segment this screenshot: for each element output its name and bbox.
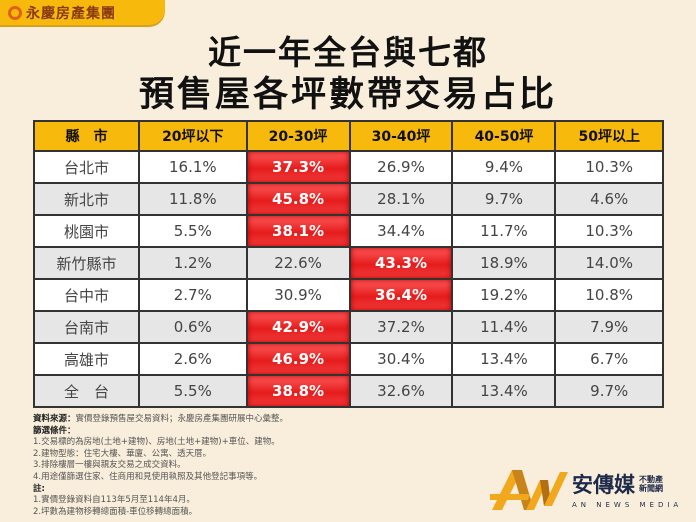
highlighted-value-cell: 46.9%: [245, 342, 351, 376]
table-row: 新竹縣市 1.2% 22.6% 43.3% 18.9% 14.0%: [32, 246, 664, 280]
value-cell: 5.5%: [138, 374, 248, 408]
filter-item: 2.建物型態：住宅大樓、華廈、公寓、透天厝。: [33, 448, 212, 459]
value-cell: 9.7%: [554, 374, 664, 408]
title-line-2: 預售屋各坪數帶交易占比: [138, 75, 557, 115]
value-cell: 26.9%: [348, 150, 454, 184]
value-cell: 18.9%: [451, 246, 557, 280]
value-cell: 19.2%: [451, 278, 557, 312]
value-cell: 5.5%: [138, 214, 248, 248]
city-cell: 台北市: [32, 150, 141, 184]
value-cell: 11.4%: [451, 310, 557, 344]
value-cell: 13.4%: [451, 342, 557, 376]
brand-name: 永慶房產集團: [26, 6, 116, 22]
value-cell: 0.6%: [138, 310, 248, 344]
an-news-media-logo: 安傳媒 不動產 新聞網 AN NEWS MEDIA: [490, 466, 682, 512]
city-cell: 台南市: [32, 310, 141, 344]
city-cell: 高雄市: [32, 342, 141, 376]
value-cell: 30.4%: [348, 342, 454, 376]
table-row: 台中市 2.7% 30.9% 36.4% 19.2% 10.8%: [32, 278, 664, 312]
city-cell: 台中市: [32, 278, 141, 312]
value-cell: 9.4%: [451, 150, 557, 184]
remark-label: 註:: [33, 483, 45, 494]
value-cell: 7.9%: [554, 310, 664, 344]
title-line-1: 近一年全台與七都: [208, 33, 488, 72]
column-header: 20坪以下: [138, 120, 248, 152]
value-cell: 10.3%: [554, 214, 664, 248]
source-note: 資料來源：實價登錄預售屋交易資料；永慶房產集團研展中心彙整。: [33, 414, 288, 426]
column-header: 20-30坪: [245, 120, 351, 152]
highlighted-value-cell: 45.8%: [245, 182, 351, 216]
notes: 資料來源：實價登錄預售屋交易資料；永慶房產集團研展中心彙整。 篩選條件： 1.交…: [33, 414, 288, 518]
table-row: 台南市 0.6% 42.9% 37.2% 11.4% 7.9%: [32, 310, 664, 344]
city-cell: 全 台: [32, 374, 141, 408]
city-cell: 新竹縣市: [32, 246, 141, 280]
table-row: 全 台 5.5% 38.8% 32.6% 13.4% 9.7%: [32, 374, 664, 408]
media-name: 安傳媒: [572, 473, 635, 497]
value-cell: 11.7%: [451, 214, 557, 248]
value-cell: 28.1%: [348, 182, 454, 216]
value-cell: 32.6%: [348, 374, 454, 408]
column-header: 30-40坪: [348, 120, 454, 152]
highlighted-value-cell: 43.3%: [348, 246, 454, 280]
brand-logo: 永慶房產集團: [8, 3, 116, 23]
remark-item: 1.實價登錄資料自113年5月至114年4月。: [33, 495, 195, 506]
value-cell: 16.1%: [138, 150, 248, 184]
brand-circle-icon: [8, 6, 22, 20]
source-text: 實價登錄預售屋交易資料；永慶房產集團研展中心彙整。: [75, 414, 289, 424]
value-cell: 37.2%: [348, 310, 454, 344]
value-cell: 9.7%: [451, 182, 557, 216]
value-cell: 6.7%: [554, 342, 664, 376]
filter-item: 3.排除樓層一樓與親友交易之成交資料。: [33, 460, 186, 471]
media-sub2: 新聞網: [639, 484, 663, 493]
highlighted-value-cell: 38.8%: [245, 374, 351, 408]
table-row: 桃園市 5.5% 38.1% 34.4% 11.7% 10.3%: [32, 214, 664, 248]
column-header: 縣 市: [32, 120, 141, 152]
table-row: 新北市 11.8% 45.8% 28.1% 9.7% 4.6%: [32, 182, 664, 216]
value-cell: 22.6%: [245, 246, 351, 280]
data-table: 縣 市 20坪以下 20-30坪 30-40坪 40-50坪 50坪以上 台北市 16.1%…: [32, 120, 664, 408]
highlighted-value-cell: 38.1%: [245, 214, 351, 248]
value-cell: 2.6%: [138, 342, 248, 376]
value-cell: 2.7%: [138, 278, 248, 312]
column-header: 50坪以上: [554, 120, 664, 152]
column-header: 40-50坪: [451, 120, 557, 152]
an-logo-icon: [490, 470, 568, 510]
value-cell: 1.2%: [138, 246, 248, 280]
value-cell: 10.3%: [554, 150, 664, 184]
filter-item: 4.用途僅篩選住家、住商用和見使用執照及其他登記事項等。: [33, 471, 263, 482]
media-english: AN NEWS MEDIA: [572, 501, 683, 509]
table-row: 台北市 16.1% 37.3% 26.9% 9.4% 10.3%: [32, 150, 664, 184]
value-cell: 34.4%: [348, 214, 454, 248]
highlighted-value-cell: 37.3%: [245, 150, 351, 184]
city-cell: 新北市: [32, 182, 141, 216]
value-cell: 30.9%: [245, 278, 351, 312]
table-row: 高雄市 2.6% 46.9% 30.4% 13.4% 6.7%: [32, 342, 664, 376]
value-cell: 13.4%: [451, 374, 557, 408]
value-cell: 11.8%: [138, 182, 248, 216]
brand-bar: 永慶房產集團: [0, 0, 165, 25]
media-sub1: 不動產: [639, 475, 663, 484]
highlighted-value-cell: 42.9%: [245, 310, 351, 344]
filter-label: 篩選條件：: [33, 425, 76, 436]
city-cell: 桃園市: [32, 214, 141, 248]
value-cell: 4.6%: [554, 182, 664, 216]
filter-item: 1.交易標的為房地(土地+建物)、房地(土地+建物)+車位、建物。: [33, 437, 280, 448]
value-cell: 10.8%: [554, 278, 664, 312]
remark-item: 2.坪數為建物移轉總面積-車位移轉總面積。: [33, 506, 198, 517]
value-cell: 14.0%: [554, 246, 664, 280]
source-label: 資料來源：: [33, 414, 76, 424]
highlighted-value-cell: 36.4%: [348, 278, 454, 312]
table-header-row: 縣 市 20坪以下 20-30坪 30-40坪 40-50坪 50坪以上: [32, 120, 664, 152]
